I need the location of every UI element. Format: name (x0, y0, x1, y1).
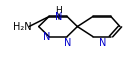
Text: N: N (43, 32, 50, 42)
Text: N: N (99, 38, 106, 48)
Text: N: N (55, 12, 62, 22)
Text: H: H (55, 6, 62, 15)
Text: H₂N: H₂N (13, 22, 31, 32)
Text: N: N (64, 38, 71, 48)
